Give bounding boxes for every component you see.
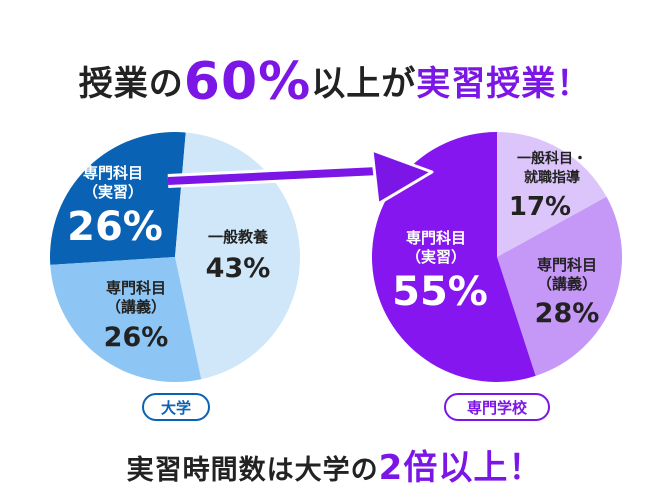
footline-part1: 実習時間数は大学の [126,455,379,486]
univ-tag [142,393,210,421]
voc-lecture-value: 28% [535,298,600,329]
univ-general-label: 一般教養 [208,228,269,246]
voc-lecture-label-line1: 専門科目 [537,256,597,274]
univ-tag-label: 大学 [161,399,191,417]
pie-slice-voc-general [497,132,607,257]
univ-general-value: 43% [206,253,271,284]
vocational-pie: 一般科目・ 就職指導 17% 専門科目 （講義） 28% 専門科目 （実習） 5… [371,132,623,421]
voc-general-label-line2: 就職指導 [524,169,580,186]
pie-slice-univ-general [175,132,301,380]
footline-part2: 2倍以上！ [378,448,544,488]
headline: 授業の60%以上が実習授業！ [0,52,670,112]
voc-general-label-line1: 一般科目・ [517,150,587,167]
headline-percent: 60% [183,52,312,112]
univ-practice-label-line1: 専門科目 [83,164,143,182]
headline-part3: 以上が [311,64,417,104]
headline-part4: 実習授業！ [416,64,592,104]
univ-lecture-label-line2: （講義） [106,298,166,316]
univ-practice-value: 26% [67,204,163,250]
voc-lecture-label-line2: （講義） [537,275,597,293]
pie-slice-univ-lecture [50,257,202,382]
pie-slice-voc-practice [371,132,536,382]
univ-practice-label-line2: （実習） [83,183,143,201]
vocational-tag [444,393,550,421]
voc-practice-value: 55% [392,269,488,315]
pie-slice-univ-practice [50,131,186,265]
voc-general-value: 17% [509,192,571,222]
univ-lecture-label-line1: 専門科目 [106,279,166,297]
pie-slice-voc-lecture [497,196,623,376]
voc-practice-label-line2: （実習） [406,248,466,266]
footline: 実習時間数は大学の2倍以上！ [0,440,670,489]
voc-practice-label-line1: 専門科目 [406,229,466,247]
headline-part1: 授業の [78,64,184,104]
vocational-tag-label: 専門学校 [467,399,528,417]
arrow-head-icon [370,148,434,206]
university-pie: 専門科目 （実習） 26% 一般教養 43% 専門科目 （講義） 26% 大学 [50,131,301,421]
univ-lecture-value: 26% [104,322,169,353]
